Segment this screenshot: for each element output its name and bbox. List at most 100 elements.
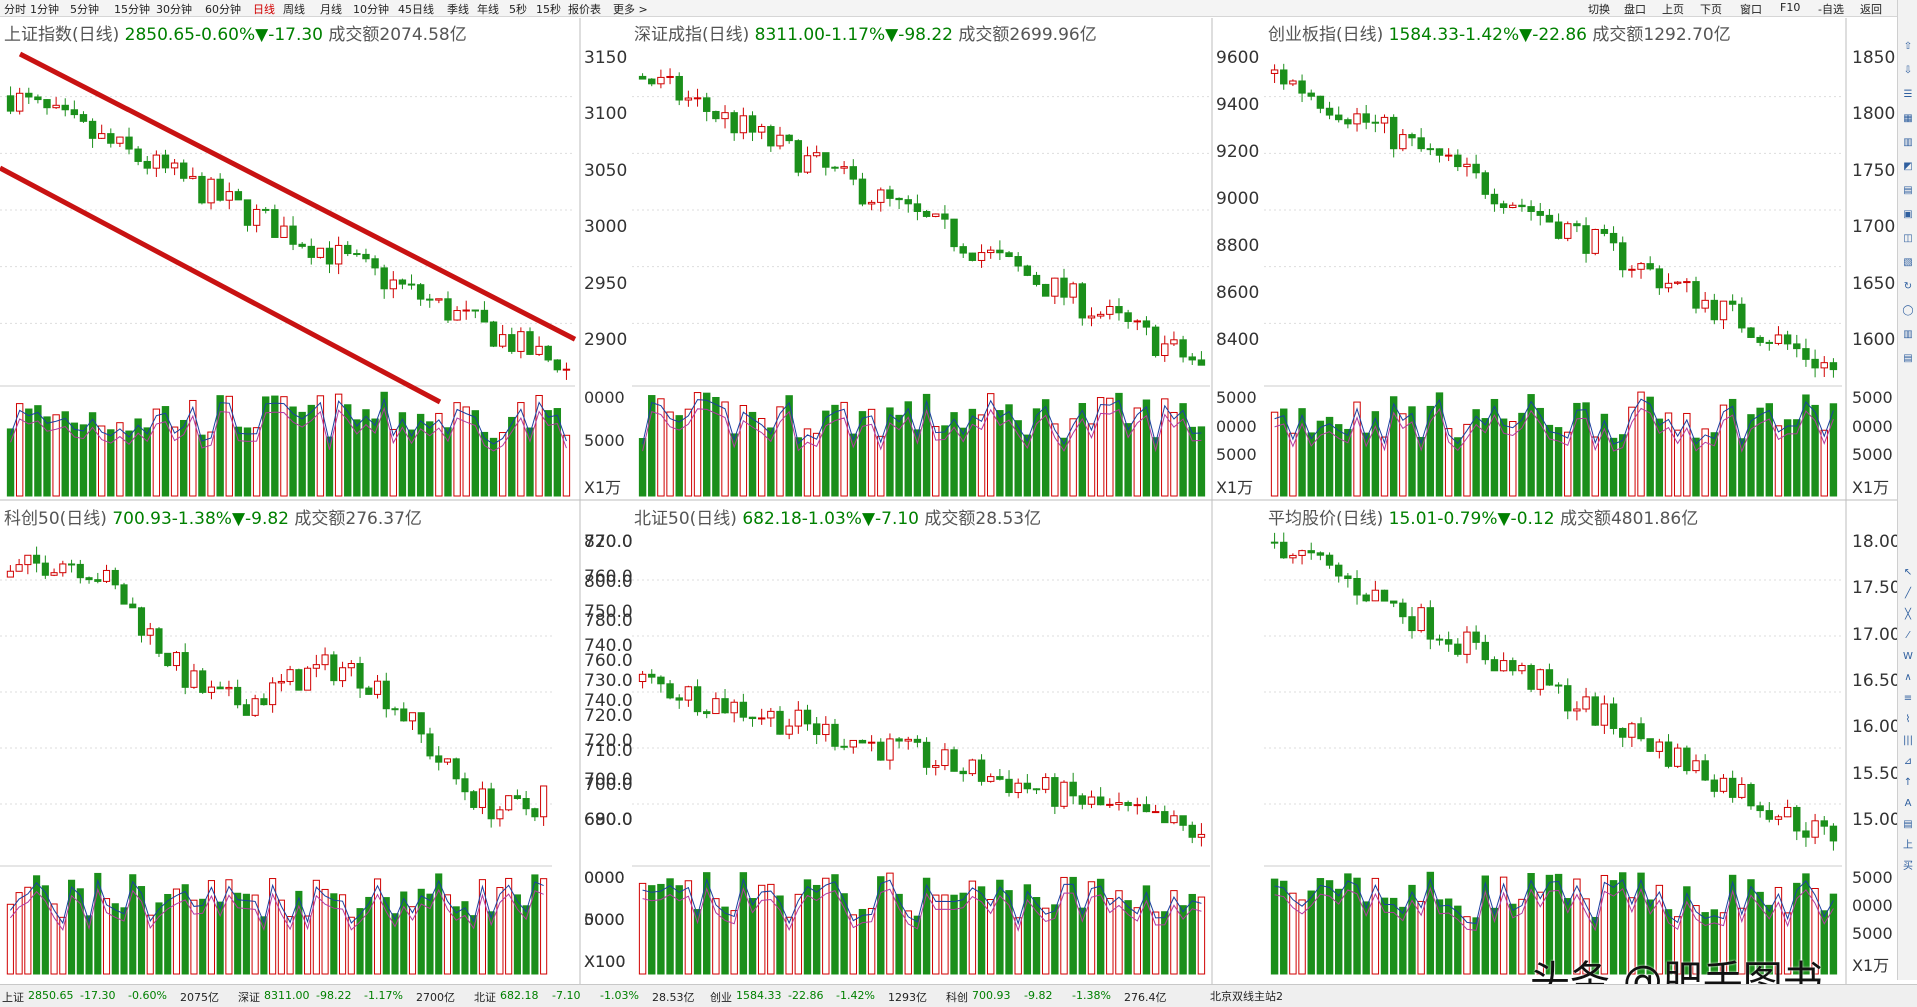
timeframe-tab-4[interactable]: 30分钟 — [156, 3, 192, 16]
timeframe-tab-2[interactable]: 5分钟 — [70, 3, 99, 16]
volume-bar — [1664, 412, 1673, 497]
timeframe-tab-6[interactable]: 日线 — [253, 3, 275, 16]
volume-bar — [657, 883, 665, 975]
toolbar-button-7[interactable]: 返回 — [1860, 3, 1882, 16]
candle-body — [373, 680, 382, 695]
draw-tool-icon-9[interactable]: ⊿ — [1903, 756, 1913, 767]
volume-bar — [638, 882, 647, 975]
volume-bar — [684, 408, 693, 497]
f5-icon[interactable]: ▤ — [1903, 353, 1913, 364]
timeframe-tab-11[interactable]: 季线 — [447, 3, 469, 16]
timeframe-tab-5[interactable]: 60分钟 — [205, 3, 241, 16]
doc-icon[interactable]: ▣ — [1903, 209, 1913, 220]
volume-bar — [1628, 406, 1636, 497]
volume-bar — [382, 897, 390, 975]
info-icon[interactable]: ◫ — [1903, 233, 1913, 244]
timeframe-tab-14[interactable]: 15秒 — [536, 3, 561, 16]
refresh-icon[interactable]: ↻ — [1903, 281, 1913, 292]
scroll-down-icon[interactable]: ⇩ — [1903, 65, 1913, 76]
y-axis-tick-label: 1800 — [1852, 104, 1896, 125]
candle-body — [544, 345, 552, 361]
y-axis-tick-label: 780.0 — [584, 611, 633, 632]
draw-tool-icon-10[interactable]: ↑ — [1903, 777, 1913, 788]
volume-bar — [1380, 436, 1389, 497]
candle-body — [25, 92, 33, 98]
timeframe-tab-12[interactable]: 年线 — [477, 3, 499, 16]
draw-tool-icon-13[interactable]: 上 — [1903, 840, 1913, 851]
grid-icon[interactable]: ▦ — [1903, 113, 1913, 124]
volume-bar — [1536, 407, 1544, 497]
title-price: 1584.33 — [1388, 25, 1459, 45]
volume-bar — [304, 915, 312, 975]
volume-bar — [116, 422, 124, 497]
toolbar-button-4[interactable]: 窗口 — [1740, 3, 1762, 16]
draw-tool-icon-14[interactable]: 买 — [1903, 861, 1913, 872]
toolbar-button-3[interactable]: 下页 — [1700, 3, 1722, 16]
timeframe-tab-1[interactable]: 1分钟 — [30, 3, 59, 16]
timeframe-tab-8[interactable]: 月线 — [320, 3, 342, 16]
timeframe-tab-0[interactable]: 分时 — [4, 3, 26, 16]
candle-body — [1536, 669, 1544, 690]
candle-body — [1197, 833, 1206, 838]
y-axis-tick-label: 16.50 — [1852, 671, 1901, 691]
draw-tool-icon-4[interactable]: W — [1903, 651, 1913, 662]
toolbar-button-1[interactable]: 盘口 — [1624, 3, 1646, 16]
toolbar-button-2[interactable]: 上页 — [1662, 3, 1684, 16]
volume-bar — [461, 901, 469, 975]
draw-tool-icon-5[interactable]: ∧ — [1904, 672, 1912, 683]
candle-body — [1426, 148, 1435, 151]
timeframe-tab-16[interactable]: 更多 > — [613, 3, 648, 16]
volume-bar — [295, 890, 303, 975]
timeframe-tab-15[interactable]: 报价表 — [568, 3, 601, 16]
candle-body — [1417, 607, 1425, 632]
list-icon[interactable]: ☰ — [1903, 89, 1913, 100]
draw-tool-icon-7[interactable]: ⌇ — [1905, 714, 1911, 725]
bars-icon[interactable]: ▥ — [1903, 329, 1913, 340]
draw-tool-icon-0[interactable]: ↖ — [1903, 567, 1913, 578]
status-amount: 276.4亿 — [1124, 991, 1167, 1004]
volume-bar — [1490, 907, 1499, 975]
candle-body — [1362, 594, 1370, 602]
draw-tool-icon-8[interactable]: ||| — [1902, 735, 1914, 746]
candle-body — [1179, 339, 1187, 358]
toolbar-button-5[interactable]: F10 — [1780, 1, 1801, 14]
timeframe-tab-7[interactable]: 周线 — [283, 3, 305, 16]
f12-icon[interactable]: ▧ — [1903, 257, 1913, 268]
y-axis-tick-label: 770.0 — [584, 532, 633, 552]
volume-bar — [785, 916, 793, 975]
volume-axis-label: 0000 — [1852, 896, 1893, 915]
volume-bar — [125, 430, 133, 497]
timeframe-tab-10[interactable]: 45日线 — [398, 3, 434, 16]
volume-bar — [1161, 911, 1169, 975]
candle-body — [657, 76, 665, 85]
timeframe-tab-3[interactable]: 15分钟 — [114, 3, 150, 16]
chart-icon[interactable]: ◩ — [1903, 161, 1913, 172]
volume-bar — [68, 879, 76, 975]
draw-tool-icon-2[interactable]: ╳ — [1904, 609, 1912, 620]
toolbar-button-0[interactable]: 切换 — [1588, 3, 1610, 16]
draw-tool-icon-12[interactable]: ▤ — [1903, 819, 1913, 830]
draw-tool-icon-1[interactable]: ╱ — [1904, 588, 1912, 599]
f10-icon[interactable]: ▤ — [1903, 185, 1913, 196]
volume-bar — [216, 395, 224, 497]
timeframe-tab-9[interactable]: 10分钟 — [353, 3, 389, 16]
toolbar-button-6[interactable]: -自选 — [1818, 3, 1844, 16]
timeframe-tab-13[interactable]: 5秒 — [509, 3, 527, 16]
draw-tool-icon-6[interactable]: ≡ — [1903, 693, 1913, 704]
kline-icon[interactable]: ▥ — [1903, 137, 1913, 148]
candle-body — [242, 704, 250, 716]
volume-bar — [1637, 391, 1645, 497]
draw-tool-icon-11[interactable]: A — [1904, 798, 1912, 809]
volume-bar — [776, 406, 784, 497]
volume-bar — [1619, 434, 1627, 497]
volume-bar — [24, 886, 32, 975]
draw-tool-icon-3[interactable]: ⁄ — [1907, 630, 1909, 641]
candle-body — [1472, 163, 1480, 174]
volume-bar — [1444, 898, 1453, 975]
volume-bar — [277, 899, 285, 975]
y-axis-tick-label: 15.50 — [1852, 763, 1901, 784]
circle-icon[interactable]: ◯ — [1902, 305, 1914, 316]
scroll-up-icon[interactable]: ⇧ — [1903, 41, 1913, 52]
volume-bar — [181, 884, 189, 975]
volume-bar — [1023, 434, 1032, 497]
